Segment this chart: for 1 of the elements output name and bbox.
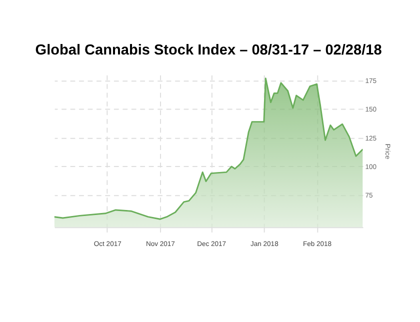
chart-title: Global Cannabis Stock Index – 08/31-17 – 02/28/18 [35, 42, 382, 58]
